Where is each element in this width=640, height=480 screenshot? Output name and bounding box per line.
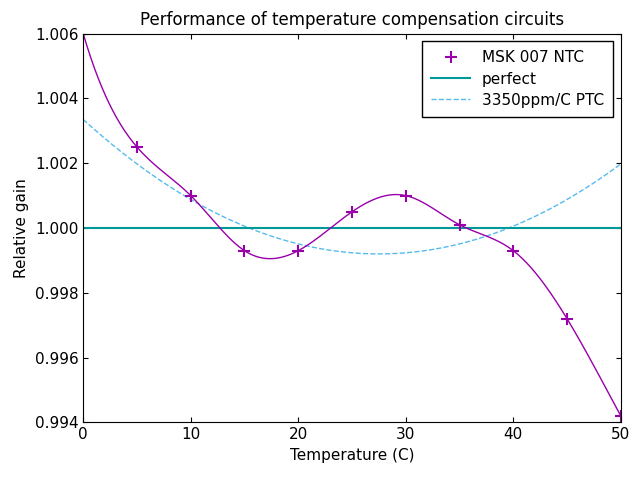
MSK 007 NTC (348, 209, 356, 215)
Line: 3350ppm/C PTC: 3350ppm/C PTC (83, 120, 621, 254)
MSK 007 NTC (294, 248, 302, 253)
perfect (79, 225, 87, 231)
3350ppm/C PTC (297, 241, 305, 247)
X-axis label: Temperature (C): Temperature (C) (290, 448, 414, 463)
3350ppm/C PTC (375, 251, 383, 257)
MSK 007 NTC (133, 144, 141, 150)
3350ppm/C PTC (316, 246, 324, 252)
MSK 007 NTC (241, 248, 248, 253)
MSK 007 NTC (563, 316, 571, 322)
Line: MSK 007 NTC: MSK 007 NTC (77, 28, 627, 421)
Legend: MSK 007 NTC, perfect, 3350ppm/C PTC: MSK 007 NTC, perfect, 3350ppm/C PTC (422, 41, 613, 117)
MSK 007 NTC (456, 222, 463, 228)
3350ppm/C PTC (79, 117, 87, 122)
Y-axis label: Relative gain: Relative gain (14, 178, 29, 278)
MSK 007 NTC (509, 248, 517, 253)
3350ppm/C PTC (509, 224, 516, 229)
3350ppm/C PTC (617, 161, 625, 167)
3350ppm/C PTC (499, 228, 507, 233)
MSK 007 NTC (187, 193, 195, 199)
MSK 007 NTC (402, 193, 410, 199)
Title: Performance of temperature compensation circuits: Performance of temperature compensation … (140, 11, 564, 29)
perfect (90, 225, 98, 231)
MSK 007 NTC (79, 31, 87, 36)
3350ppm/C PTC (449, 242, 457, 248)
MSK 007 NTC (617, 413, 625, 419)
3350ppm/C PTC (134, 162, 142, 168)
